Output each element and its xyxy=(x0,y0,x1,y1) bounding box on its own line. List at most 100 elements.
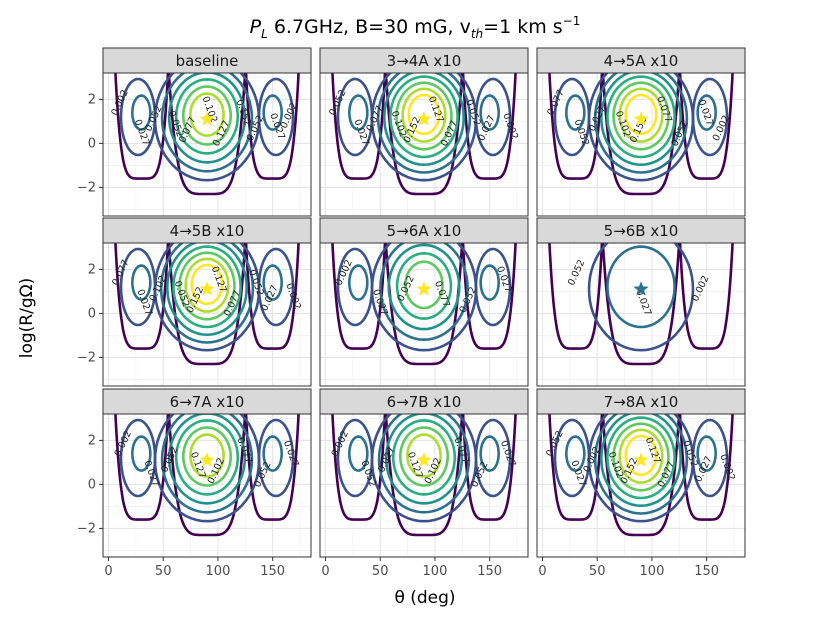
contour-line-central xyxy=(587,414,695,523)
contour-line-central xyxy=(153,243,261,352)
panel-border xyxy=(536,413,746,558)
contour-line-0.002 xyxy=(244,414,300,521)
contour-line-central xyxy=(612,81,670,151)
contour-line-central xyxy=(153,414,261,523)
contour-line-0.002 xyxy=(114,73,170,180)
contour-line-central xyxy=(167,414,247,505)
y-axis-title: log(R/gΩ) xyxy=(17,278,37,359)
contour-line-side xyxy=(262,94,284,131)
gridlines xyxy=(537,414,745,557)
contour-line-side xyxy=(696,94,718,131)
contour-line-side xyxy=(347,264,369,301)
chart-title: PL 6.7GHz, B=30 mG, vth=1 km s−1 xyxy=(250,14,581,41)
peak-star-marker xyxy=(416,281,432,296)
contour-line-central xyxy=(160,73,254,173)
contour-line-central xyxy=(587,73,695,182)
contour-line-side xyxy=(553,77,591,157)
x-tick-label: 150 xyxy=(694,564,719,579)
contour-line-0.002 xyxy=(601,73,681,196)
contour-line-central xyxy=(384,414,464,505)
contour-line-central xyxy=(181,426,233,487)
contour-line-central xyxy=(160,414,254,514)
x-tick-label: 150 xyxy=(477,564,502,579)
peak-star-marker xyxy=(416,111,432,126)
contour-line-side xyxy=(479,264,501,301)
contour-line-central xyxy=(624,434,658,477)
contour-line-central xyxy=(606,416,676,500)
contour-line-0.002 xyxy=(331,243,387,350)
contour-line-side xyxy=(479,435,501,472)
y-tick-label: −2 xyxy=(77,180,96,195)
panel-border xyxy=(536,72,746,217)
contour-line-side xyxy=(553,418,591,498)
facet-strip xyxy=(319,217,529,244)
peak-star-marker xyxy=(633,452,649,467)
y-tick-label: −2 xyxy=(77,350,96,365)
facet-strip-label: 4→5B x10 xyxy=(170,222,245,240)
contour-line-0.002 xyxy=(461,414,517,521)
plot-background xyxy=(537,243,745,386)
contour-line-central xyxy=(599,73,683,167)
x-tick-label: 50 xyxy=(589,564,606,579)
contour-line-central xyxy=(174,419,240,496)
peak-star-marker xyxy=(633,281,649,296)
contour-line-central xyxy=(370,414,478,523)
contour-line-central xyxy=(395,251,453,320)
contour-line-0.002 xyxy=(167,243,247,366)
contour-line-side xyxy=(479,94,501,131)
x-axis-title: θ (deg) xyxy=(394,588,455,608)
panel-border xyxy=(102,72,312,217)
panel-border xyxy=(319,413,529,558)
contour-line-central xyxy=(606,245,676,329)
title-prefix: P xyxy=(250,16,262,38)
x-tick-label: 100 xyxy=(206,564,231,579)
peak-star-marker xyxy=(199,111,215,126)
contour-line-central xyxy=(618,428,664,484)
gridlines xyxy=(537,73,745,216)
contour-line-0.002 xyxy=(548,414,604,521)
y-tick-label: 0 xyxy=(88,306,96,321)
contour-line-central xyxy=(407,93,441,136)
contour-line-central xyxy=(370,243,478,352)
contour-line-0.002 xyxy=(331,73,387,180)
contour-line-central xyxy=(593,73,689,174)
contour-line-central xyxy=(398,426,450,487)
facet-strip-label: 5→6B x10 xyxy=(604,222,679,240)
facet-strip-label: 6→7A x10 xyxy=(170,393,245,411)
contour-line-central xyxy=(387,243,461,331)
contour-line-0.002 xyxy=(167,414,247,537)
contour-line-0.002 xyxy=(114,414,170,521)
contour-line-side xyxy=(262,435,284,472)
contour-line-central xyxy=(184,257,230,313)
contour-line-0.002 xyxy=(244,243,300,350)
title-suffix-sup: −1 xyxy=(563,14,581,28)
contour-line-central xyxy=(159,243,255,344)
contour-line-side xyxy=(564,94,586,131)
contour-line-side xyxy=(130,264,152,301)
x-tick-label: 0 xyxy=(538,564,546,579)
y-tick-label: −2 xyxy=(77,521,96,536)
contour-line-side xyxy=(119,247,157,327)
contour-line-central xyxy=(587,243,695,352)
contour-line-0.002 xyxy=(167,73,247,196)
contour-line-side xyxy=(119,418,157,498)
facet-strip xyxy=(536,388,746,415)
facet-strip xyxy=(536,217,746,244)
contour-line-side xyxy=(336,418,374,498)
contour-line-central xyxy=(172,245,242,329)
contour-line-side xyxy=(347,435,369,472)
contour-line-central xyxy=(593,414,689,515)
contour-line-0.002 xyxy=(384,414,464,537)
title-middle: 6.7GHz, B=30 mG, v xyxy=(268,16,471,38)
contour-line-central xyxy=(377,414,471,514)
y-tick-label: 2 xyxy=(88,92,96,107)
contour-line-central xyxy=(189,92,225,137)
contour-line-0.002 xyxy=(678,243,734,350)
contour-line-central xyxy=(376,73,472,174)
contour-line-0.002 xyxy=(461,73,517,180)
